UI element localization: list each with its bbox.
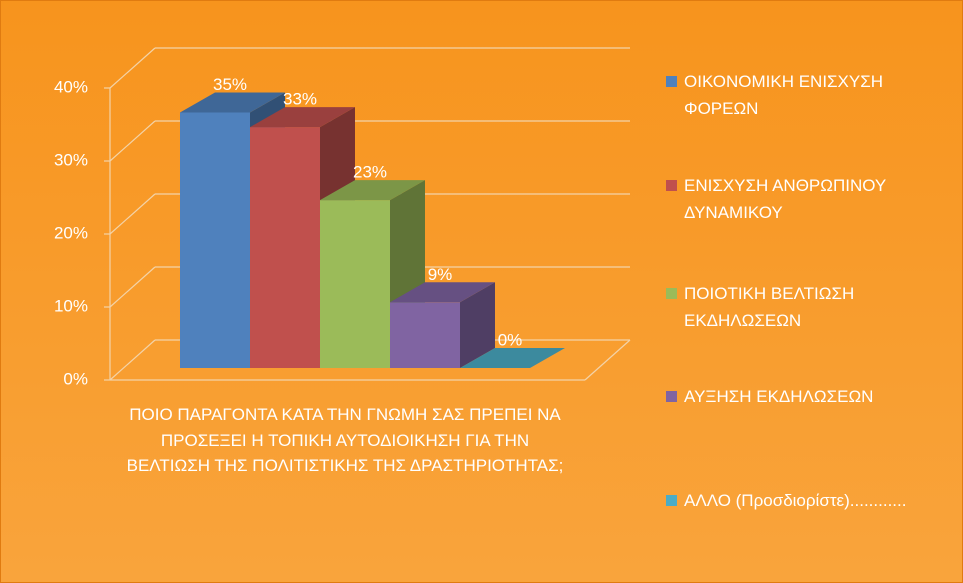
y-tick-label: 40% [54,77,88,96]
legend-swatch [666,76,677,87]
y-tick-label: 30% [54,150,88,169]
grid-line [109,266,156,308]
legend-label: ΟΙΚΟΝΟΜΙΚΗ ΕΝΙΣΧΥΣΗ ΦΟΡΕΩΝ [684,72,884,119]
y-tick-label: 0% [63,369,88,388]
bar [390,302,460,368]
grid-line [109,193,156,235]
grid-line [109,120,156,162]
bar [180,112,250,368]
floor-edge [584,339,631,381]
bar-top [320,180,425,201]
data-label: 0% [498,330,523,349]
bar [320,200,390,368]
y-tick-label: 10% [54,296,88,315]
legend-swatch [666,391,677,402]
data-label: 23% [353,163,387,182]
bar-top [460,348,565,368]
bar-top [390,282,495,303]
data-label: 35% [213,75,247,94]
x-axis-label: ΠΟΙΟ ΠΑΡΑΓΟΝΤΑ ΚΑΤΑ ΤΗΝ ΓΝΩΜΗ ΣΑΣ ΠΡΕΠΕΙ… [126,405,564,475]
legend-swatch [666,495,677,506]
data-label: 33% [283,90,317,109]
legend-swatch [666,180,677,191]
legend-label: ΑΛΛΟ (Προσδιορίστε)............ [684,491,907,510]
legend-swatch [666,288,677,299]
y-tick-label: 20% [54,223,88,242]
data-label: 9% [428,265,453,284]
legend-label: ΑΥΞΗΣΗ ΕΚΔΗΛΩΣΕΩΝ [684,387,874,406]
bar-top [180,92,285,113]
grid-line [109,339,156,381]
legend-label: ΕΝΙΣΧΥΣΗ ΑΝΘΡΩΠΙΝΟΥ ΔΥΝΑΜΙΚΟΥ [684,176,886,223]
bar-top [250,107,355,128]
bar-side [460,282,495,368]
legend-label: ΠΟΙΟΤΙΚΗ ΒΕΛΤΙΩΣΗ ΕΚΔΗΛΩΣΕΩΝ [684,284,855,331]
grid-line [109,47,156,89]
bar [250,127,320,368]
